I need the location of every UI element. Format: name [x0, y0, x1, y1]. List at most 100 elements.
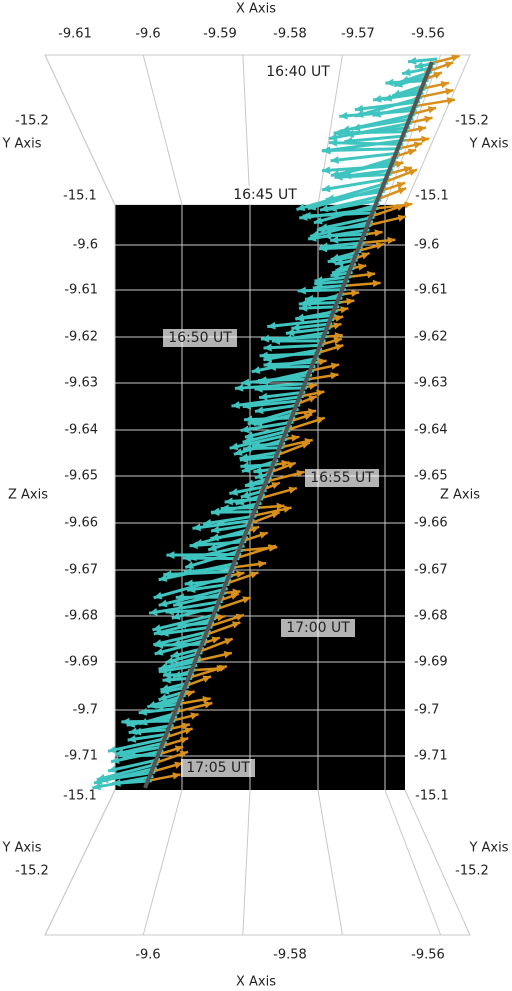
vector-head: [451, 54, 460, 62]
vector-head: [267, 321, 276, 330]
vector-head: [259, 531, 268, 539]
vector: [344, 134, 407, 143]
vector-head: [402, 68, 411, 76]
y-tick-label: -15.1: [415, 189, 449, 204]
x-tick-label: -9.57: [341, 27, 375, 42]
vector-head: [242, 401, 252, 410]
grid-line: [317, 789, 343, 936]
vector-head: [276, 502, 285, 511]
vector-head: [433, 71, 442, 79]
z-tick-label: -9.67: [64, 563, 98, 578]
vector: [263, 360, 318, 367]
vector-head: [251, 366, 261, 374]
vector-head: [404, 201, 413, 209]
z-tick-label: -9.68: [64, 609, 98, 624]
vector-head: [158, 666, 168, 675]
vector-head: [395, 160, 404, 168]
vector-head: [403, 165, 412, 174]
vector-head: [340, 306, 349, 314]
vector: [172, 591, 227, 607]
vector: [107, 736, 169, 753]
vector-head: [308, 233, 317, 242]
vector-head: [233, 448, 243, 456]
vector-head: [325, 194, 335, 203]
vector-head: [154, 641, 164, 649]
vector-head: [397, 214, 407, 222]
vector-head: [181, 722, 190, 730]
y-axis-title: Y Axis: [1, 137, 41, 152]
vector-head: [231, 401, 240, 409]
grid-line: [142, 789, 183, 936]
vector-head: [318, 358, 327, 366]
vector-head: [299, 303, 308, 312]
vector-head: [243, 444, 252, 453]
vector-head: [285, 328, 295, 337]
z-tick-label: -9.63: [414, 376, 448, 391]
vector-head: [297, 286, 306, 295]
vector-head: [153, 591, 163, 600]
vector-head: [175, 593, 184, 602]
x-tick-label: -9.56: [411, 948, 445, 963]
z-tick-label: -9.65: [64, 469, 98, 484]
vector-head: [208, 543, 218, 552]
vector-head: [373, 95, 382, 103]
vector-head: [250, 571, 259, 579]
vector-head: [132, 727, 142, 736]
vector-head: [240, 491, 250, 499]
vector-head: [328, 204, 338, 212]
z-tick-label: -9.63: [64, 376, 98, 391]
vector-head: [263, 343, 272, 352]
vector: [354, 100, 421, 112]
vector-head: [170, 650, 180, 659]
vector-head: [210, 533, 219, 542]
vector: [231, 544, 277, 561]
time-label: 16:55 UT: [310, 470, 374, 486]
vector-head: [424, 115, 433, 123]
vector-head: [154, 648, 164, 656]
vector-head: [189, 541, 198, 550]
vector: [242, 429, 291, 444]
vector-head: [327, 256, 337, 265]
y-tick-label: -15.2: [455, 864, 489, 879]
vector-head: [407, 57, 417, 65]
grid-line: [142, 54, 183, 206]
vector-head: [244, 431, 254, 440]
vector-head: [250, 526, 260, 534]
vector-head: [333, 128, 342, 137]
vector: [107, 757, 161, 773]
vector: [166, 552, 242, 557]
vector: [99, 770, 156, 782]
vector-head: [184, 579, 194, 588]
vector: [372, 91, 424, 102]
time-label-bg: [181, 759, 255, 777]
vector-head: [339, 111, 348, 120]
vector: [229, 433, 289, 450]
time-label: 16:45 UT: [233, 187, 297, 203]
vector-head: [210, 508, 220, 517]
vector-head: [367, 270, 376, 279]
vector-head: [330, 362, 340, 370]
grid-line: [317, 54, 343, 206]
vector-head: [334, 314, 344, 322]
x-axis-title: X Axis: [236, 2, 276, 17]
vector: [260, 335, 328, 341]
vector: [242, 399, 303, 409]
z-tick-label: -9.69: [64, 655, 98, 670]
vector: [247, 407, 299, 426]
vector-head: [396, 181, 406, 189]
vector-head: [174, 761, 183, 769]
grid-line: [384, 789, 442, 936]
time-label-bg: [305, 469, 379, 487]
x-tick-label: -9.58: [273, 948, 307, 963]
vector-head: [220, 504, 229, 513]
vector-head: [179, 736, 189, 744]
x-tick-label: -9.58: [273, 27, 307, 42]
vector-head: [259, 351, 268, 360]
time-label: 16:50 UT: [168, 330, 232, 346]
vector: [333, 130, 409, 135]
vector-head: [334, 172, 343, 181]
vector-head: [427, 106, 437, 114]
vector: [321, 164, 395, 173]
vector: [328, 141, 404, 146]
